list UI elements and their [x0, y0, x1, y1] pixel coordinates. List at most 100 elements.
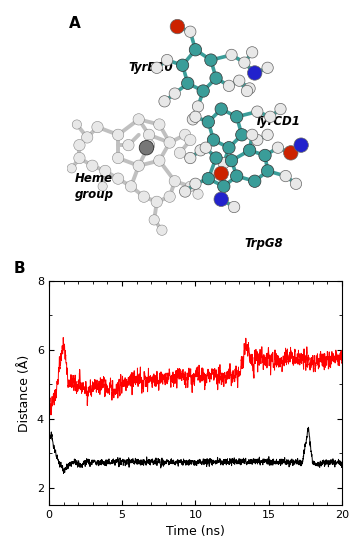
Circle shape [259, 149, 271, 162]
Text: B: B [14, 261, 25, 276]
Circle shape [82, 132, 93, 143]
Circle shape [169, 175, 180, 187]
Circle shape [280, 170, 291, 181]
Circle shape [164, 191, 175, 203]
Circle shape [296, 139, 307, 151]
Y-axis label: Distance (Å): Distance (Å) [18, 354, 31, 432]
Circle shape [112, 153, 124, 164]
Circle shape [223, 142, 235, 154]
Circle shape [154, 119, 165, 130]
Circle shape [261, 165, 274, 177]
Circle shape [192, 101, 204, 112]
Circle shape [200, 142, 211, 153]
Circle shape [193, 189, 203, 199]
Text: TyrB10: TyrB10 [128, 61, 173, 74]
Circle shape [215, 103, 228, 115]
Circle shape [67, 164, 76, 173]
Circle shape [169, 88, 180, 99]
Circle shape [185, 26, 196, 37]
Circle shape [99, 165, 111, 176]
Circle shape [149, 215, 159, 225]
Circle shape [185, 134, 196, 145]
Circle shape [262, 129, 273, 140]
Circle shape [157, 225, 167, 235]
Circle shape [170, 19, 185, 34]
Circle shape [133, 114, 144, 125]
Circle shape [151, 62, 162, 73]
Circle shape [262, 62, 273, 73]
Circle shape [92, 122, 103, 133]
Circle shape [202, 116, 215, 128]
Circle shape [236, 129, 248, 141]
Circle shape [241, 85, 253, 97]
Circle shape [226, 49, 237, 60]
Circle shape [190, 178, 201, 189]
Circle shape [239, 57, 250, 68]
Circle shape [185, 153, 196, 164]
Circle shape [214, 192, 229, 206]
Circle shape [185, 181, 195, 191]
Circle shape [284, 145, 298, 160]
Circle shape [187, 114, 199, 125]
Circle shape [244, 83, 255, 94]
Circle shape [205, 54, 217, 66]
Circle shape [123, 139, 134, 151]
Circle shape [112, 173, 124, 184]
Circle shape [98, 181, 107, 191]
Circle shape [247, 65, 262, 80]
Circle shape [210, 72, 222, 84]
Circle shape [243, 144, 256, 157]
Circle shape [210, 152, 222, 164]
Circle shape [218, 158, 229, 169]
Circle shape [138, 191, 150, 203]
Circle shape [214, 166, 229, 181]
Circle shape [229, 201, 240, 213]
Circle shape [125, 181, 137, 192]
Circle shape [233, 75, 245, 87]
Circle shape [159, 95, 170, 107]
Circle shape [164, 137, 175, 148]
Circle shape [72, 120, 82, 129]
Circle shape [252, 106, 263, 117]
Circle shape [248, 175, 261, 188]
X-axis label: Time (ns): Time (ns) [166, 526, 225, 538]
Circle shape [176, 59, 189, 72]
Circle shape [252, 134, 263, 145]
Circle shape [151, 196, 162, 208]
Circle shape [112, 129, 124, 140]
Circle shape [74, 139, 85, 151]
Circle shape [272, 142, 284, 153]
Circle shape [265, 111, 276, 123]
Circle shape [181, 77, 194, 89]
Circle shape [218, 180, 230, 193]
Circle shape [197, 85, 209, 97]
Text: A: A [69, 16, 81, 31]
Circle shape [190, 111, 201, 123]
Circle shape [285, 147, 297, 159]
Circle shape [230, 170, 243, 182]
Circle shape [139, 140, 154, 155]
Circle shape [143, 139, 155, 151]
Circle shape [202, 173, 215, 185]
Circle shape [207, 134, 220, 146]
Circle shape [225, 154, 238, 167]
Circle shape [290, 178, 302, 189]
Circle shape [133, 160, 144, 171]
Circle shape [246, 129, 258, 140]
Text: TrpG8: TrpG8 [244, 236, 283, 250]
Circle shape [275, 103, 286, 115]
Circle shape [74, 153, 85, 164]
Circle shape [154, 155, 165, 166]
Circle shape [179, 129, 191, 140]
Text: TyrCD1: TyrCD1 [255, 115, 300, 128]
Circle shape [246, 47, 258, 58]
Circle shape [230, 110, 243, 123]
Circle shape [195, 145, 206, 156]
Circle shape [223, 80, 235, 92]
Circle shape [87, 160, 98, 171]
Circle shape [162, 54, 173, 65]
Circle shape [174, 147, 186, 159]
Text: Heme
group: Heme group [74, 172, 113, 201]
Circle shape [179, 186, 191, 197]
Circle shape [189, 44, 202, 56]
